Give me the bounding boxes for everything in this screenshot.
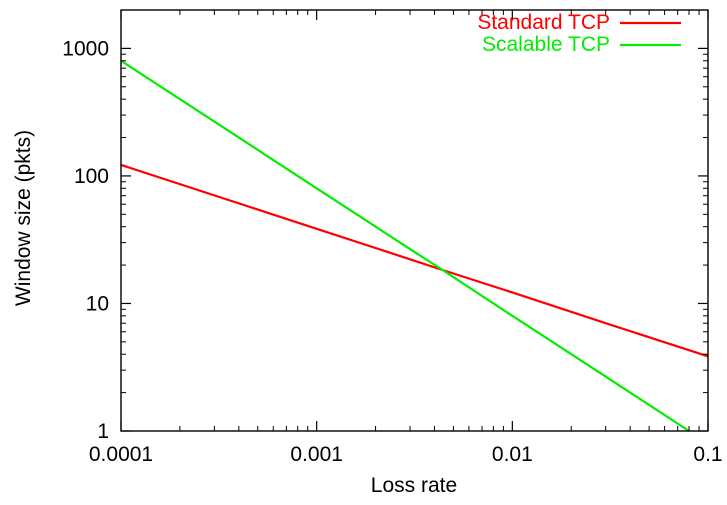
x-tick-label: 0.0001 <box>89 443 153 466</box>
x-tick-label: 0.1 <box>693 443 722 466</box>
x-axis-label: Loss rate <box>371 474 457 497</box>
series-line-1 <box>120 163 709 358</box>
y-tick-label: 1000 <box>62 37 109 60</box>
x-tick-label: 0.001 <box>290 443 343 466</box>
x-tick-label: 0.01 <box>492 443 533 466</box>
legend-label: Scalable TCP <box>482 33 610 56</box>
y-tick-label: 10 <box>86 292 109 315</box>
legend-label: Standard TCP <box>477 11 610 34</box>
series-line-2 <box>120 59 690 432</box>
plot-frame <box>120 9 709 432</box>
axes: 0.0001 0.001 0.01 0.1 1 10 100 1000 <box>62 9 723 466</box>
y-axis-label: Window size (pkts) <box>12 130 35 306</box>
plot-lines <box>120 59 709 432</box>
y-tick-label: 1 <box>97 420 109 443</box>
y-tick-label: 100 <box>74 165 109 188</box>
